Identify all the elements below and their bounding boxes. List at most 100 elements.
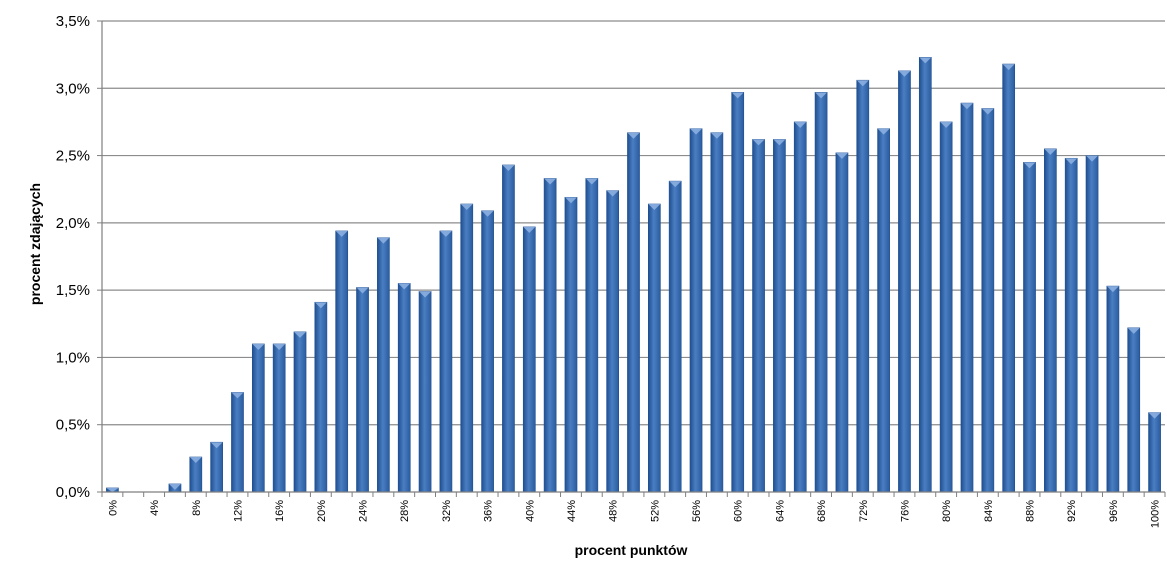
bar bbox=[918, 57, 932, 493]
bar-cap bbox=[877, 128, 890, 135]
axes bbox=[101, 21, 1165, 493]
bar bbox=[856, 79, 870, 493]
bar-body bbox=[752, 139, 765, 493]
x-tick-label: 20% bbox=[316, 500, 328, 522]
bar-body bbox=[356, 287, 369, 493]
bar-cap bbox=[752, 139, 765, 146]
x-tick-label: 72% bbox=[858, 500, 870, 522]
bar-cap bbox=[377, 237, 390, 244]
bar bbox=[981, 108, 995, 493]
bar bbox=[335, 230, 349, 493]
bar-body bbox=[731, 92, 745, 493]
bar-cap bbox=[168, 483, 181, 490]
bar-cap bbox=[293, 331, 307, 338]
bar-body bbox=[689, 128, 703, 493]
bar bbox=[835, 152, 849, 493]
bar bbox=[1002, 63, 1016, 493]
bar-cap bbox=[669, 181, 682, 188]
bar-cap bbox=[106, 487, 119, 492]
bar bbox=[272, 343, 286, 493]
bar bbox=[627, 132, 640, 493]
bar-body bbox=[1044, 148, 1057, 493]
bar bbox=[1064, 157, 1078, 493]
bar bbox=[210, 441, 223, 493]
bar-cap bbox=[439, 230, 452, 237]
bar-cap bbox=[919, 57, 932, 64]
bar-body bbox=[481, 210, 494, 493]
bar-body bbox=[918, 57, 932, 493]
bar-cap bbox=[627, 132, 640, 139]
bar bbox=[168, 483, 182, 493]
bar-body bbox=[960, 102, 974, 493]
x-axis-title: procent punktów bbox=[575, 542, 688, 558]
x-tick-label: 28% bbox=[399, 500, 411, 522]
bar-cap bbox=[835, 152, 848, 159]
x-tick-labels: 0% 4% 8% 12% 16% 20% 24% 28% 32% 36% 40% 44% 48% 52% 5… bbox=[101, 492, 1166, 528]
bar-cap bbox=[1044, 148, 1057, 155]
bar-cap bbox=[648, 204, 661, 211]
bar bbox=[752, 139, 765, 493]
bar-body bbox=[397, 283, 411, 493]
bar-body bbox=[627, 132, 640, 493]
bar-cap bbox=[710, 132, 723, 139]
bar bbox=[793, 121, 807, 493]
bar-cap bbox=[502, 164, 515, 171]
bar-body bbox=[210, 441, 223, 493]
bar-cap bbox=[398, 283, 411, 290]
bar-cap bbox=[1065, 158, 1078, 165]
bar bbox=[460, 203, 474, 493]
bar-cap bbox=[544, 178, 557, 185]
bar-cap bbox=[231, 392, 244, 399]
bar-body bbox=[314, 301, 328, 493]
bar-cap bbox=[210, 442, 223, 449]
bar bbox=[1148, 412, 1161, 493]
bar-cap bbox=[460, 204, 473, 211]
x-tick-label: 84% bbox=[983, 500, 995, 522]
bar-cap bbox=[314, 302, 327, 309]
bar-cap bbox=[898, 70, 911, 77]
bar bbox=[731, 92, 745, 493]
bar-cap bbox=[273, 343, 286, 350]
x-tick-label: 96% bbox=[1108, 500, 1120, 522]
bar bbox=[314, 301, 328, 493]
bar bbox=[710, 132, 724, 493]
bar-body bbox=[898, 70, 911, 493]
bar bbox=[418, 291, 432, 493]
y-tick-labels: 0,0% 0,5% 1,0% 1,5% 2,0% 2,5% 3,0% 3,5% bbox=[56, 13, 102, 501]
bar-body bbox=[502, 164, 515, 493]
bar-cap bbox=[419, 291, 432, 298]
x-tick-label: 4% bbox=[149, 500, 161, 516]
bar bbox=[647, 203, 661, 493]
bar-cap bbox=[1086, 155, 1099, 162]
bar-cap bbox=[815, 92, 828, 99]
bar bbox=[689, 128, 703, 493]
y-tick-label: 3,5% bbox=[56, 13, 90, 30]
bar-cap bbox=[252, 343, 265, 350]
bar bbox=[231, 392, 244, 493]
bar-body bbox=[585, 178, 599, 493]
bar bbox=[522, 226, 536, 493]
bar-body bbox=[773, 139, 786, 493]
bar-cap bbox=[481, 210, 494, 217]
bar-cap bbox=[564, 197, 578, 204]
y-tick-label: 0,5% bbox=[56, 417, 90, 434]
bar-body bbox=[543, 178, 557, 493]
bar bbox=[1023, 162, 1036, 493]
bar bbox=[877, 128, 890, 493]
bar bbox=[1127, 327, 1141, 493]
bar-body bbox=[439, 230, 453, 493]
x-tick-label: 36% bbox=[483, 500, 495, 522]
x-tick-label: 76% bbox=[899, 500, 911, 522]
x-tick-label: 60% bbox=[733, 500, 745, 522]
bar-cap bbox=[960, 103, 974, 110]
bar bbox=[439, 230, 453, 493]
bar-body bbox=[710, 132, 724, 493]
bar bbox=[814, 92, 828, 493]
bar bbox=[106, 487, 119, 493]
bar bbox=[585, 178, 599, 493]
bar-cap bbox=[689, 128, 703, 135]
bar bbox=[397, 283, 411, 493]
bar-body bbox=[460, 203, 474, 493]
bar-body bbox=[1148, 412, 1161, 493]
x-tick-label: 52% bbox=[649, 500, 661, 522]
